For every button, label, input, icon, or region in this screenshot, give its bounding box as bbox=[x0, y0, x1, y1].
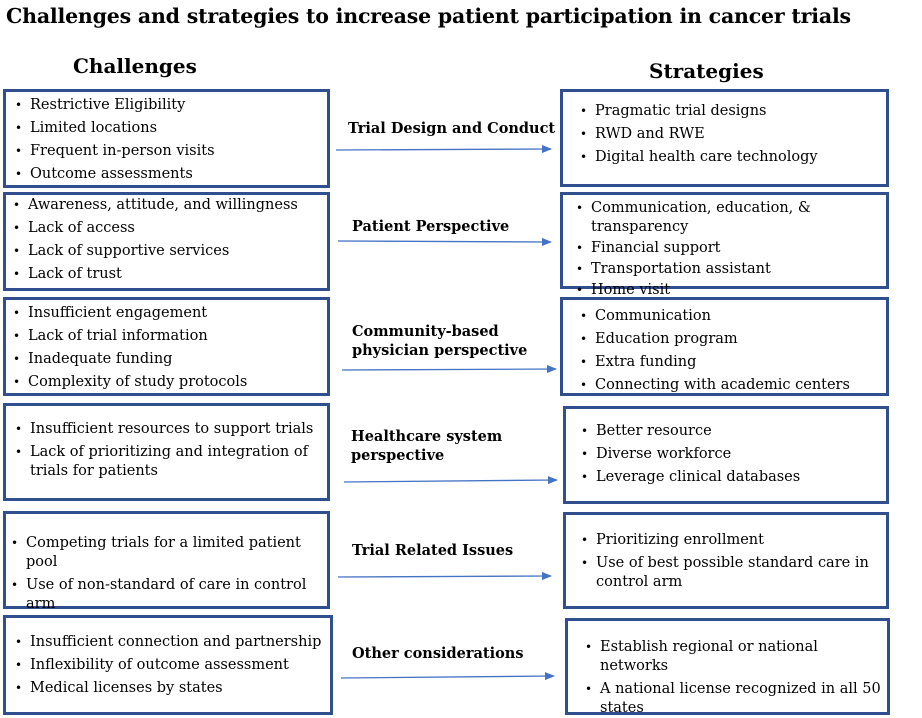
challenges-header: Challenges bbox=[73, 54, 197, 78]
strategy-item: Education program bbox=[575, 330, 882, 349]
category-label-patient: Patient Perspective bbox=[352, 218, 510, 235]
strategy-item: Extra funding bbox=[575, 353, 882, 372]
strategy-item: A national license recognized in all 50 … bbox=[580, 680, 883, 718]
strategy-item: RWD and RWE bbox=[575, 125, 880, 144]
challenge-item: Inflexibility of outcome assessment bbox=[10, 656, 326, 675]
challenge-item: Lack of supportive services bbox=[8, 242, 323, 261]
arrow-3 bbox=[341, 365, 557, 374]
strategy-item: Communication bbox=[575, 307, 882, 326]
strategies-header: Strategies bbox=[649, 59, 764, 83]
strategy-item: Communication, education, & transparency bbox=[571, 199, 884, 237]
strategy-item: Home visit bbox=[571, 281, 884, 300]
challenge-box-trial-related: Competing trials for a limited patient p… bbox=[3, 511, 330, 612]
arrow-4 bbox=[343, 476, 558, 485]
strategy-item: Transportation assistant bbox=[571, 260, 884, 279]
challenge-item: Outcome assessments bbox=[10, 165, 323, 184]
strategy-item: Pragmatic trial designs bbox=[575, 102, 880, 121]
challenge-item: Use of non-standard of care in control a… bbox=[6, 576, 323, 614]
strategy-item: Digital health care technology bbox=[575, 148, 880, 167]
strategy-box-healthcare: Better resource Diverse workforce Levera… bbox=[563, 406, 889, 504]
challenge-box-healthcare: Insufficient resources to support trials… bbox=[3, 403, 330, 501]
challenge-item: Limited locations bbox=[10, 119, 323, 138]
challenge-item: Lack of access bbox=[8, 219, 323, 238]
challenge-item: Frequent in-person visits bbox=[10, 142, 323, 161]
strategy-item: Diverse workforce bbox=[576, 445, 882, 464]
strategy-item: Establish regional or national networks bbox=[580, 638, 883, 676]
challenge-item: Complexity of study protocols bbox=[8, 373, 323, 392]
category-label-trial-related: Trial Related Issues bbox=[352, 542, 514, 559]
strategy-item: Use of best possible standard care in co… bbox=[576, 554, 880, 592]
strategy-item: Leverage clinical databases bbox=[576, 468, 882, 487]
strategy-box-patient: Communication, education, & transparency… bbox=[560, 192, 889, 300]
challenge-item: Insufficient engagement bbox=[8, 304, 323, 323]
challenge-box-community: Insufficient engagement Lack of trial in… bbox=[3, 297, 330, 396]
challenge-item: Restrictive Eligibility bbox=[10, 96, 323, 115]
strategy-box-community: Communication Education program Extra fu… bbox=[560, 297, 889, 396]
challenge-item: Insufficient connection and partnership bbox=[10, 633, 326, 652]
category-label-community: Community-based physician perspective bbox=[352, 323, 528, 359]
category-label-trial-design: Trial Design and Conduct bbox=[348, 120, 556, 137]
challenge-item: Lack of trust bbox=[8, 265, 323, 284]
strategy-item: Better resource bbox=[576, 422, 882, 441]
strategy-item: Financial support bbox=[571, 239, 884, 258]
challenge-item: Insufficient resources to support trials bbox=[10, 420, 323, 439]
strategy-box-trial-design: Pragmatic trial designs RWD and RWE Digi… bbox=[560, 89, 889, 187]
challenge-box-other: Insufficient connection and partnership … bbox=[3, 615, 333, 715]
arrow-5 bbox=[337, 572, 552, 581]
category-label-healthcare: Healthcare system perspective bbox=[351, 428, 503, 464]
strategy-box-other: Establish regional or national networks … bbox=[565, 618, 890, 718]
challenge-box-patient: Awareness, attitude, and willingness Lac… bbox=[3, 192, 330, 291]
strategy-item: Prioritizing enrollment bbox=[576, 531, 880, 550]
challenge-item: Awareness, attitude, and willingness bbox=[8, 196, 323, 215]
challenge-item: Lack of prioritizing and integration of … bbox=[10, 443, 323, 481]
challenge-item: Medical licenses by states bbox=[10, 679, 326, 698]
arrow-6 bbox=[340, 672, 555, 681]
diagram-title: Challenges and strategies to increase pa… bbox=[6, 4, 851, 28]
challenge-box-trial-design: Restrictive Eligibility Limited location… bbox=[3, 89, 330, 188]
challenge-item: Competing trials for a limited patient p… bbox=[6, 534, 323, 572]
challenge-item: Lack of trial information bbox=[8, 327, 323, 346]
strategy-box-trial-related: Prioritizing enrollment Use of best poss… bbox=[563, 512, 889, 609]
category-label-other: Other considerations bbox=[352, 645, 524, 662]
strategy-item: Connecting with academic centers bbox=[575, 376, 882, 395]
challenge-item: Inadequate funding bbox=[8, 350, 323, 369]
arrow-1 bbox=[335, 145, 552, 154]
arrow-2 bbox=[337, 237, 552, 246]
